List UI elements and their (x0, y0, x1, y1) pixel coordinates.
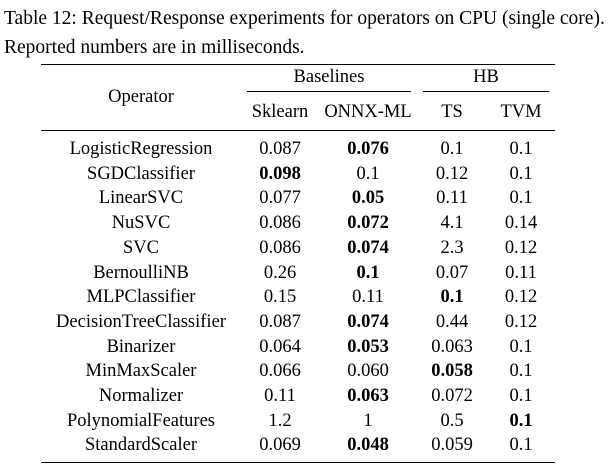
group-header-hb: HB (417, 64, 555, 94)
table-row: PolynomialFeatures 1.2 1 0.5 0.1 (41, 409, 555, 434)
value-cell: 0.086 (259, 237, 301, 258)
value-cell: 0.066 (259, 361, 301, 382)
value-cell: 0.077 (259, 188, 301, 209)
value-cell: 0.1 (356, 163, 380, 184)
value-cell: 0.072 (431, 386, 473, 407)
value-cell: 0.12 (504, 311, 538, 332)
value-cell: 0.087 (259, 139, 301, 159)
column-header-sklearn: Sklearn (241, 94, 319, 131)
table-row: StandardScaler 0.069 0.048 0.059 0.1 (41, 433, 555, 464)
value-cell: 0.048 (319, 433, 417, 464)
value-cell: 0.44 (435, 311, 469, 332)
value-cell: 0.07 (435, 262, 469, 283)
operator-cell: Binarizer (106, 336, 176, 357)
table-row: MLPClassifier 0.15 0.11 0.1 0.12 (41, 285, 555, 310)
table-row: SGDClassifier 0.098 0.1 0.12 0.1 (41, 162, 555, 187)
table-row: Binarizer 0.064 0.053 0.063 0.1 (41, 335, 555, 360)
value-cell: 0.11 (505, 262, 537, 283)
table-caption: Table 12: Request/Response experiments f… (4, 8, 605, 58)
column-header-onnx-ml: ONNX-ML (319, 94, 417, 131)
value-cell: 0.074 (347, 237, 389, 258)
table-row: MinMaxScaler 0.066 0.060 0.058 0.1 (41, 359, 555, 384)
operator-cell: Normalizer (98, 386, 184, 407)
value-cell: 1 (363, 410, 373, 431)
value-cell: 1.2 (268, 410, 292, 431)
table-row: NuSVC 0.086 0.072 4.1 0.14 (41, 211, 555, 236)
value-cell: 0.087 (259, 311, 301, 332)
operator-cell: LinearSVC (98, 188, 184, 209)
value-cell: 0.05 (351, 188, 385, 209)
operator-cell: SGDClassifier (87, 163, 195, 184)
value-cell: 0.1 (356, 262, 380, 283)
table-body: LogisticRegression 0.087 0.076 0.1 0.1 SGDCla… (41, 131, 555, 464)
table-row: BernoulliNB 0.26 0.1 0.07 0.11 (41, 261, 555, 286)
operator-cell: NuSVC (111, 213, 171, 234)
value-cell: 0.5 (440, 410, 464, 431)
value-cell: 0.069 (241, 433, 319, 464)
value-cell: 0.12 (504, 237, 538, 258)
table-row: LinearSVC 0.077 0.05 0.11 0.1 (41, 186, 555, 211)
operator-cell: MinMaxScaler (85, 361, 197, 382)
results-table: Operator Baselines HB Sklearn ONNX-ML TS… (41, 64, 555, 464)
value-cell: 0.1 (509, 336, 533, 357)
operator-cell: MLPClassifier (86, 287, 196, 308)
group-header-baselines: Baselines (241, 64, 417, 94)
operator-cell: PolynomialFeatures (67, 410, 215, 431)
value-cell: 4.1 (440, 213, 464, 234)
value-cell: 0.1 (509, 361, 533, 382)
value-cell: 0.15 (263, 287, 297, 308)
value-cell: 2.3 (440, 237, 464, 258)
value-cell: 0.053 (347, 336, 389, 357)
table-row: DecisionTreeClassifier 0.087 0.074 0.44 0.12 (41, 310, 555, 335)
value-cell: 0.11 (264, 386, 296, 407)
value-cell: 0.086 (259, 213, 301, 234)
value-cell: 0.063 (431, 336, 473, 357)
operator-column-header: Operator (41, 64, 241, 131)
value-cell: 0.12 (435, 163, 469, 184)
value-cell: 0.12 (504, 287, 538, 308)
value-cell: 0.1 (487, 433, 555, 464)
group-label-baselines: Baselines (247, 67, 411, 92)
value-cell: 0.076 (347, 139, 389, 159)
value-cell: 0.11 (436, 188, 468, 209)
value-cell: 0.060 (347, 361, 389, 382)
value-cell: 0.26 (263, 262, 297, 283)
value-cell: 0.1 (509, 163, 533, 184)
value-cell: 0.1 (509, 139, 533, 159)
column-header-tvm: TVM (487, 94, 555, 131)
operator-cell: SVC (123, 237, 159, 258)
value-cell: 0.1 (440, 139, 464, 159)
value-cell: 0.074 (347, 311, 389, 332)
value-cell: 0.1 (440, 287, 464, 308)
value-cell: 0.14 (504, 213, 538, 234)
table-row: Normalizer 0.11 0.063 0.072 0.1 (41, 384, 555, 409)
operator-cell: BernoulliNB (93, 262, 189, 283)
value-cell: 0.1 (509, 386, 533, 407)
value-cell: 0.098 (259, 163, 301, 184)
value-cell: 0.11 (352, 287, 384, 308)
results-table-container: Operator Baselines HB Sklearn ONNX-ML TS… (41, 64, 555, 464)
value-cell: 0.063 (347, 386, 389, 407)
operator-cell: DecisionTreeClassifier (56, 311, 226, 332)
value-cell: 0.1 (509, 410, 533, 431)
value-cell: 0.059 (417, 433, 487, 464)
group-label-hb: HB (423, 67, 549, 92)
value-cell: 0.064 (259, 336, 301, 357)
value-cell: 0.058 (431, 361, 473, 382)
column-header-ts: TS (417, 94, 487, 131)
table-row: LogisticRegression 0.087 0.076 0.1 0.1 (41, 131, 555, 162)
operator-cell: StandardScaler (41, 433, 241, 464)
value-cell: 0.1 (509, 188, 533, 209)
operator-cell: LogisticRegression (69, 139, 213, 159)
value-cell: 0.072 (347, 213, 389, 234)
table-row: SVC 0.086 0.074 2.3 0.12 (41, 236, 555, 261)
